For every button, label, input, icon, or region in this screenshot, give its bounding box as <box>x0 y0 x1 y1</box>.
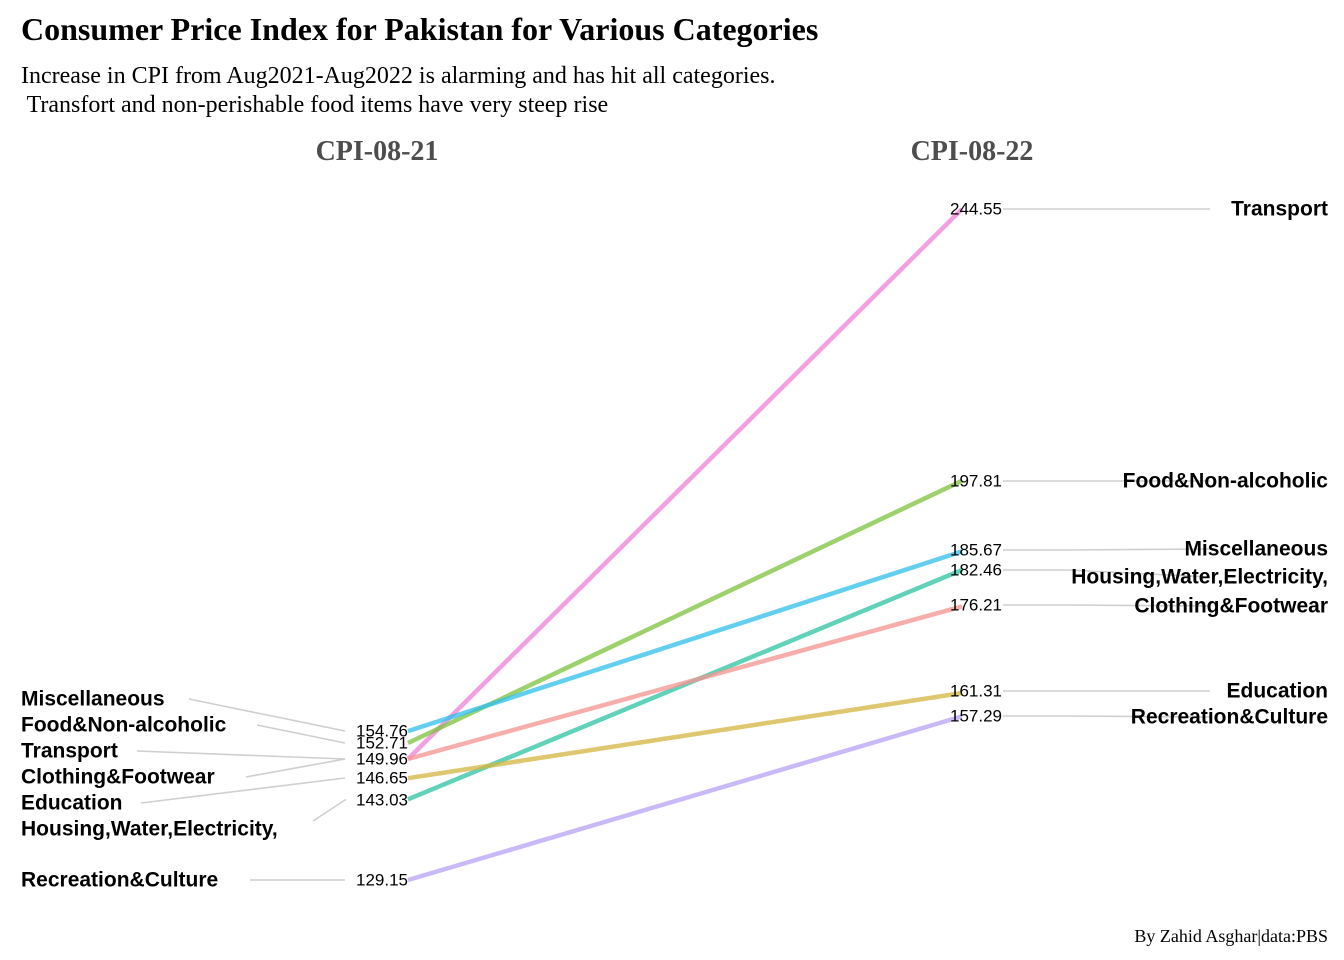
point-labels: 244.55 Transport 197.81 Food&Non-alcoholic 1… <box>21 198 1328 892</box>
value-label-right-transport: 244.55 <box>950 200 1002 219</box>
leader-right-miscellaneous <box>1003 548 1211 551</box>
category-label-right-food-non-alcoholic: Food&Non-alcoholic <box>1123 470 1329 493</box>
category-label-right-housing-water-electricity: Housing,Water,Electricity, <box>1071 566 1328 589</box>
chart-title: Consumer Price Index for Pakistan for Va… <box>21 11 818 47</box>
category-label-right-clothing-footwear: Clothing&Footwear <box>1134 595 1328 618</box>
value-label-right-food-non-alcoholic: 197.81 <box>950 472 1002 491</box>
leader-left-clothing-footwear <box>245 758 346 778</box>
value-label-left-3: 146.65 <box>356 769 408 788</box>
value-label-left-1: 152.71 <box>356 734 408 753</box>
value-label-left-5: 129.15 <box>356 871 408 890</box>
category-label-left-recreation-culture: Recreation&Culture <box>21 869 218 892</box>
leader-right-clothing-footwear <box>1003 604 1211 607</box>
leader-right-housing-water-electricity <box>1003 569 1211 578</box>
category-label-left-transport: Transport <box>21 740 118 763</box>
chart-caption: By Zahid Asghar|data:PBS <box>1134 926 1328 946</box>
value-label-right-education: 161.31 <box>950 682 1002 701</box>
column-header-right: CPI-08-22 <box>911 136 1034 167</box>
leader-lines <box>136 208 1211 881</box>
leader-left-food-non-alcoholic <box>256 724 346 744</box>
series-line-miscellaneous <box>407 549 963 734</box>
leader-left-education <box>140 777 346 804</box>
category-label-right-transport: Transport <box>1231 198 1328 221</box>
category-label-right-recreation-culture: Recreation&Culture <box>1131 706 1328 729</box>
category-label-left-education: Education <box>21 792 123 815</box>
series-line-recreation-culture <box>407 714 963 883</box>
leader-left-miscellaneous <box>188 698 346 732</box>
value-label-right-clothing-footwear: 176.21 <box>950 596 1002 615</box>
leader-left-housing-water-electricity <box>312 799 346 822</box>
category-label-right-miscellaneous: Miscellaneous <box>1184 538 1328 561</box>
series-line-transport <box>406 207 964 761</box>
series-line-clothing-footwear <box>407 604 963 762</box>
series-line-education <box>407 690 963 781</box>
leader-right-recreation-culture <box>1003 715 1211 718</box>
category-label-left-food-non-alcoholic: Food&Non-alcoholic <box>21 714 227 737</box>
value-label-right-recreation-culture: 157.29 <box>950 707 1002 726</box>
category-label-left-clothing-footwear: Clothing&Footwear <box>21 766 215 789</box>
value-label-right-miscellaneous: 185.67 <box>950 541 1002 560</box>
value-label-left-4: 143.03 <box>356 791 408 810</box>
value-label-right-housing-water-electricity: 182.46 <box>950 561 1002 580</box>
chart-subtitle-line-1: Increase in CPI from Aug2021-Aug2022 is … <box>21 63 776 89</box>
leader-left-transport <box>136 750 346 760</box>
value-label-left-0: 154.76 <box>356 722 408 741</box>
slope-lines <box>406 207 964 883</box>
column-header-left: CPI-08-21 <box>316 136 439 167</box>
category-label-right-education: Education <box>1226 680 1328 703</box>
category-label-left-housing-water-electricity: Housing,Water,Electricity, <box>21 818 278 841</box>
value-label-left-2: 149.96 <box>356 750 408 769</box>
category-label-left-miscellaneous: Miscellaneous <box>21 688 165 711</box>
chart-subtitle-line-2: Transfort and non-perishable food items … <box>21 92 608 118</box>
